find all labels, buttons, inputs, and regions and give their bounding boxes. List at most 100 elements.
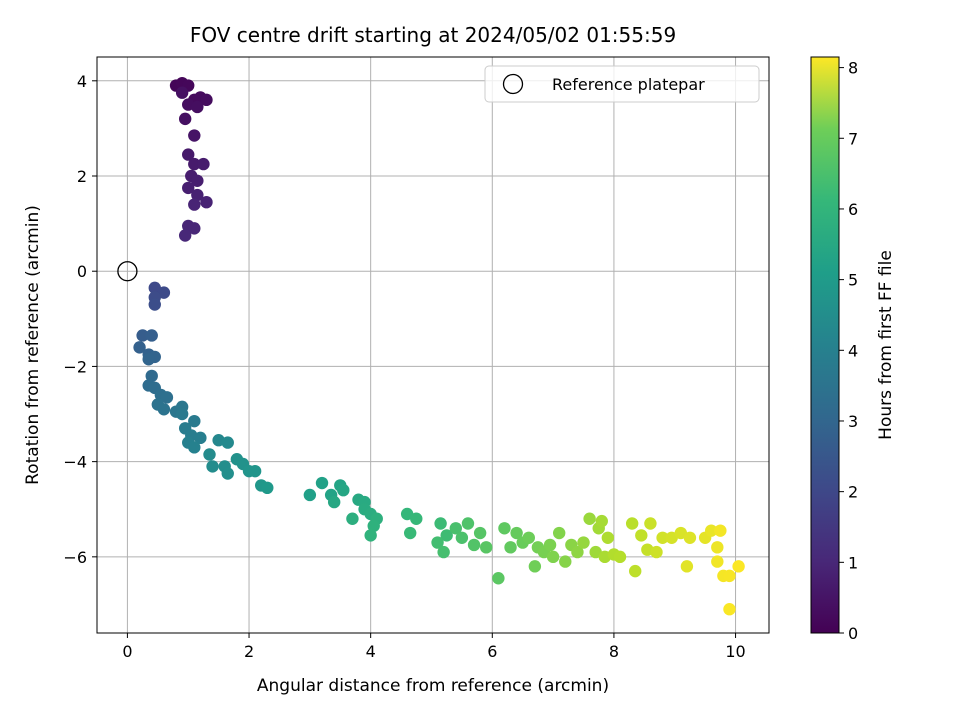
- data-point: [191, 174, 204, 187]
- y-tick-label: −2: [63, 357, 87, 376]
- colorbar-tick-label: 4: [848, 341, 858, 360]
- data-point: [431, 536, 444, 549]
- x-tick-label: 10: [725, 642, 745, 661]
- data-point: [480, 541, 493, 554]
- colorbar-tick-label: 2: [848, 483, 858, 502]
- data-point: [200, 195, 213, 209]
- data-point: [148, 281, 161, 295]
- colorbar-label: Hours from first FF file: [876, 250, 896, 440]
- legend-label: Reference platepar: [552, 75, 705, 94]
- data-point: [714, 524, 727, 537]
- data-point: [613, 550, 627, 564]
- data-point: [191, 100, 204, 114]
- data-point: [261, 481, 274, 495]
- data-point: [635, 529, 648, 542]
- data-point: [665, 531, 678, 544]
- colorbar-tick-label: 3: [848, 412, 858, 431]
- plot-frame: [96, 56, 770, 634]
- data-point: [248, 464, 262, 478]
- data-point: [583, 512, 596, 525]
- data-point: [650, 545, 663, 559]
- y-tick-label: 0: [77, 262, 87, 281]
- data-point: [410, 512, 423, 525]
- colorbar-tick-label: 0: [848, 624, 858, 643]
- data-point: [437, 545, 450, 559]
- data-point: [510, 526, 523, 540]
- data-point: [197, 157, 210, 171]
- data-point: [337, 483, 350, 497]
- y-axis-ticks: 4 2 0 −2 −4 −6: [63, 72, 97, 567]
- data-point: [595, 514, 608, 528]
- data-point: [145, 329, 158, 342]
- data-point: [303, 488, 317, 502]
- data-point: [145, 369, 158, 383]
- colorbar-tick-label: 5: [848, 271, 858, 290]
- data-point: [589, 545, 602, 559]
- data-point: [732, 560, 745, 573]
- x-tick-label: 4: [366, 642, 376, 661]
- data-point: [559, 555, 572, 568]
- x-axis-label: Angular distance from reference (arcmin): [257, 676, 609, 696]
- data-point: [644, 517, 657, 530]
- data-point: [440, 529, 453, 542]
- data-point: [601, 531, 615, 544]
- colorbar-tick-label: 6: [848, 200, 858, 219]
- data-point: [473, 526, 487, 540]
- data-point: [674, 526, 688, 540]
- data-point: [157, 286, 171, 299]
- data-point: [434, 517, 447, 530]
- y-tick-label: 4: [77, 72, 87, 91]
- data-point: [723, 569, 736, 583]
- colorbar: 0 1 2 3 4 5 6 7 8 Hours from first FF file: [810, 56, 896, 643]
- y-axis-label: Rotation from reference (arcmin): [23, 205, 43, 485]
- data-point: [711, 541, 724, 554]
- data-point: [552, 526, 566, 540]
- y-tick-label: −6: [63, 548, 87, 567]
- x-tick-label: 6: [487, 642, 497, 661]
- data-point: [191, 188, 204, 202]
- data-point: [175, 86, 189, 99]
- reference-marker-icon: [502, 73, 524, 95]
- x-tick-label: 2: [244, 642, 254, 661]
- data-point: [142, 353, 155, 366]
- colorbar-tick-label: 8: [848, 59, 858, 78]
- data-point: [157, 403, 171, 416]
- data-point: [504, 541, 517, 554]
- reference-marker-layer: [117, 261, 138, 282]
- data-point: [449, 522, 463, 535]
- colorbar-tick-label: 7: [848, 129, 858, 148]
- data-point: [188, 414, 201, 428]
- y-tick-label: 2: [77, 167, 87, 186]
- data-point: [346, 512, 359, 525]
- data-point: [571, 545, 584, 559]
- colorbar-ticks: 0 1 2 3 4 5 6 7 8: [839, 59, 858, 643]
- data-point: [188, 441, 201, 454]
- data-point: [367, 519, 380, 533]
- data-point: [148, 298, 161, 311]
- data-point: [194, 431, 207, 445]
- data-point: [656, 531, 669, 544]
- data-point: [136, 329, 149, 342]
- data-point: [455, 531, 469, 544]
- data-point: [467, 538, 481, 552]
- data-point: [680, 560, 694, 573]
- data-point: [160, 391, 174, 404]
- data-point: [175, 407, 189, 421]
- data-point: [178, 229, 192, 242]
- legend-box: [484, 65, 760, 103]
- data-point: [546, 550, 560, 564]
- colorbar-tick-label: 1: [848, 553, 858, 572]
- data-point: [723, 602, 736, 616]
- legend: Reference platepar: [484, 65, 760, 103]
- data-point: [133, 341, 146, 354]
- x-tick-label: 0: [122, 642, 132, 661]
- data-point: [625, 517, 639, 530]
- data-point: [705, 524, 718, 537]
- data-point: [188, 129, 201, 142]
- data-point: [543, 538, 557, 552]
- data-point: [182, 181, 195, 195]
- data-points: [133, 76, 745, 616]
- x-axis-ticks: 0 2 4 6 8 10: [122, 633, 746, 661]
- data-point: [498, 522, 511, 535]
